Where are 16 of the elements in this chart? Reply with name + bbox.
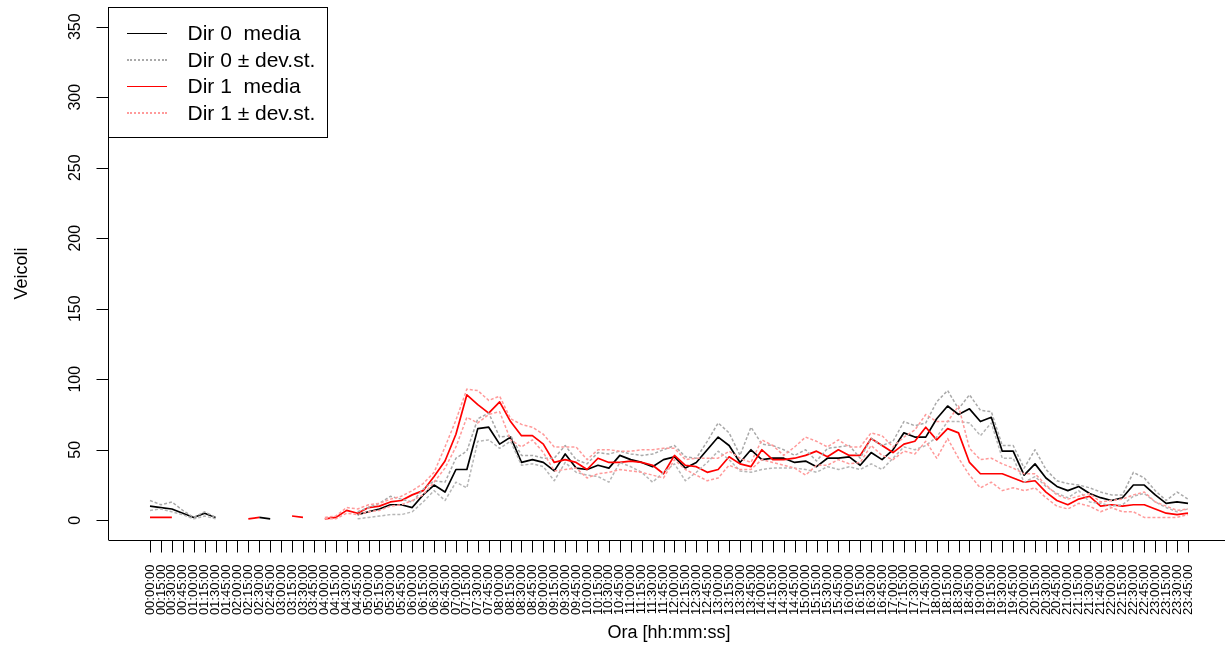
y-tick-label: 200 [65, 224, 83, 252]
y-tick-label: 350 [65, 13, 83, 41]
x-tick-label: 08:45:00 [524, 564, 539, 616]
y-tick-label: 0 [65, 515, 83, 525]
x-tick-label: 00:00:00 [141, 564, 157, 616]
y-tick-label: 50 [65, 440, 83, 459]
legend-label: Dir 1 ± dev.st. [187, 99, 316, 126]
legend-label: Dir 0 ± dev.st. [187, 46, 316, 73]
y-tick-label: 100 [65, 365, 83, 393]
x-axis-title: Ora [hh:mm:ss] [607, 621, 731, 642]
legend-label: Dir 0 media [187, 20, 301, 46]
y-axis-title: Veicoli [10, 247, 31, 300]
y-tick-label: 250 [65, 154, 83, 182]
y-tick-label: 150 [65, 295, 83, 323]
legend-label: Dir 1 media [187, 73, 301, 99]
y-tick-label: 300 [65, 83, 83, 111]
